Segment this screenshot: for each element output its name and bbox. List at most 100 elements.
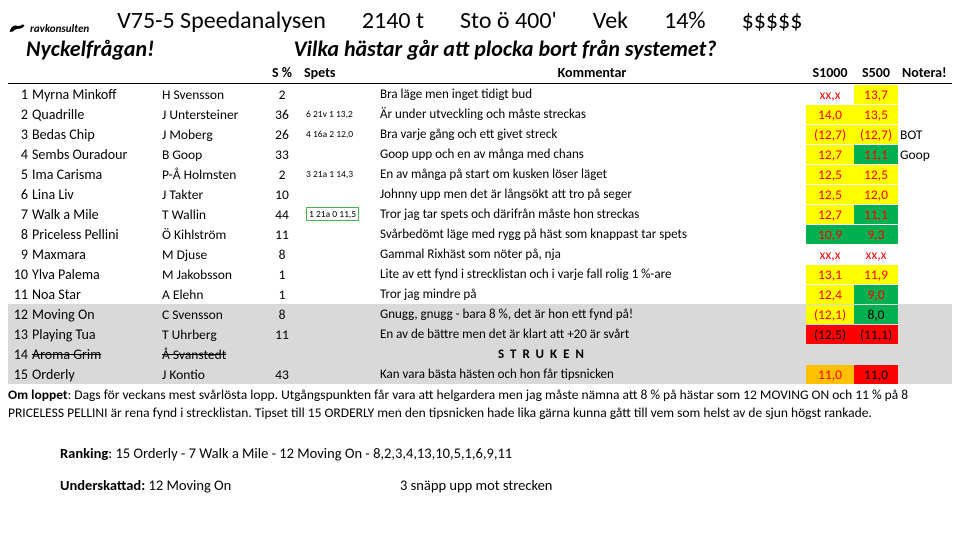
- cell-num: 3: [8, 125, 30, 144]
- cell-num: 11: [8, 285, 30, 304]
- cell-kom: Tror jag mindre på: [378, 286, 806, 303]
- cell-not: [898, 93, 952, 95]
- table-row: 13Playing TuaT Uhrberg11En av de bättre …: [8, 324, 952, 344]
- cell-spct: 43: [260, 365, 304, 384]
- cell-not: BOT: [898, 125, 952, 144]
- cell-kom: Lite av ett fynd i strecklistan och i va…: [378, 266, 806, 283]
- cell-s500: 11,0: [854, 365, 898, 384]
- cell-s1000: 12,5: [806, 185, 854, 204]
- race-title: V75-5 Speedanalysen: [117, 6, 326, 35]
- cell-kom: En av de bättre men det är klart att +20…: [378, 326, 806, 343]
- footer-text: Om loppet: Dags för veckans mest svårlös…: [8, 386, 952, 422]
- cell-spct: 1: [260, 265, 304, 284]
- cell-spct: 2: [260, 165, 304, 184]
- race-money: $$$$$: [742, 6, 803, 35]
- cell-num: 5: [8, 165, 30, 184]
- cell-not: [898, 233, 952, 235]
- cell-spets: 1 21a 0 11,5: [304, 206, 378, 222]
- cell-s500: 9,0: [854, 285, 898, 304]
- cell-s1000: 12,7: [806, 205, 854, 224]
- cell-spets: [304, 233, 378, 235]
- cell-num: 14: [8, 345, 30, 364]
- cell-not: [898, 313, 952, 315]
- cell-s1000: 12,7: [806, 145, 854, 164]
- horse-icon: [8, 21, 26, 35]
- cell-horse: Orderly: [30, 365, 160, 384]
- header-row-2: Nyckelfrågan! Vilka hästar går att plock…: [8, 35, 952, 62]
- cell-not: [898, 293, 952, 295]
- col-s500: S500: [854, 64, 898, 81]
- cell-not: [898, 213, 952, 215]
- cell-horse: Lina Liv: [30, 185, 160, 204]
- col-spets: Spets: [304, 64, 378, 81]
- cell-s500: 11,9: [854, 265, 898, 284]
- ranking-label: Ranking: [60, 444, 108, 462]
- cell-spets: 6 21v 1 13,2: [304, 107, 378, 121]
- cell-s500: 9,3: [854, 225, 898, 244]
- cell-driver: T Wallin: [160, 205, 260, 224]
- cell-s1000: 11,0: [806, 365, 854, 384]
- cell-horse: Walk a Mile: [30, 205, 160, 224]
- cell-s1000: (12,7): [806, 125, 854, 144]
- table-row: 6Lina LivJ Takter10Johnny upp men det är…: [8, 184, 952, 204]
- cell-spets: [304, 253, 378, 255]
- cell-not: [898, 373, 952, 375]
- race-cond: Sto ö 400': [460, 6, 557, 35]
- cell-spets: [304, 153, 378, 155]
- table-row: 10Ylva PalemaM Jakobsson1Lite av ett fyn…: [8, 264, 952, 284]
- ranking-value: : 15 Orderly - 7 Walk a Mile - 12 Moving…: [108, 444, 512, 462]
- cell-kom: Bra läge men inget tidigt bud: [378, 86, 806, 103]
- cell-kom: Kan vara bästa hästen och hon får tipsni…: [378, 366, 806, 383]
- cell-spets: 3 21a 1 14,3: [304, 167, 378, 181]
- cell-s1000: 12,4: [806, 285, 854, 304]
- cell-not: Goop: [898, 145, 952, 164]
- cell-horse: Quadrille: [30, 105, 160, 124]
- cell-kom: Bra varje gång och ett givet streck: [378, 126, 806, 143]
- table-row: 14Aroma GrimÅ SvanstedtSTRUKEN: [8, 344, 952, 364]
- cell-driver: T Uhrberg: [160, 325, 260, 344]
- cell-driver: A Elehn: [160, 285, 260, 304]
- cell-spct: 33: [260, 145, 304, 164]
- cell-s500: (12,7): [854, 125, 898, 144]
- cell-s1000: (12,5): [806, 325, 854, 344]
- table-row: 9MaxmaraM Djuse8Gammal Rixhäst som nöter…: [8, 244, 952, 264]
- cell-s500: 11,1: [854, 205, 898, 224]
- logo-text: ravkonsulten: [30, 22, 89, 35]
- under-line: Underskattad: 12 Moving On 3 snäpp upp m…: [8, 476, 952, 494]
- table-row: 15OrderlyJ Kontio43 Kan vara bästa hästen…: [8, 364, 952, 384]
- race-pct: 14%: [664, 6, 705, 35]
- cell-s500: 11,1: [854, 145, 898, 164]
- cell-spets: [304, 293, 378, 295]
- cell-spct: 11: [260, 225, 304, 244]
- under-value: 12 Moving On: [145, 476, 231, 494]
- cell-spets: [304, 333, 378, 335]
- table-row: 8Priceless PelliniÖ Kihlström11Svårbedöm…: [8, 224, 952, 244]
- cell-num: 8: [8, 225, 30, 244]
- cell-horse: Priceless Pellini: [30, 225, 160, 244]
- cell-num: 6: [8, 185, 30, 204]
- cell-horse: Sembs Ouradour: [30, 145, 160, 164]
- cell-horse: Aroma Grim: [30, 345, 160, 364]
- cell-num: 15: [8, 365, 30, 384]
- cell-spct: 26: [260, 125, 304, 144]
- cell-s500: 13,5: [854, 105, 898, 124]
- cell-s500: 12,5: [854, 165, 898, 184]
- column-header: S % Spets Kommentar S1000 S500 Notera!: [8, 62, 952, 84]
- cell-driver: J Takter: [160, 185, 260, 204]
- cell-spct: 1: [260, 285, 304, 304]
- cell-spct: 8: [260, 245, 304, 264]
- col-kom: Kommentar: [378, 64, 806, 81]
- cell-kom: Gammal Rixhäst som nöter på, nja: [378, 246, 806, 263]
- cell-s1000: xx,x: [806, 85, 854, 104]
- col-not: Notera!: [898, 64, 952, 81]
- table-body: 1Myrna MinkoffH Svensson2Bra läge men in…: [8, 84, 952, 384]
- cell-kom: Johnny upp men det är långsökt att tro p…: [378, 186, 806, 203]
- cell-driver: J Kontio: [160, 365, 260, 384]
- cell-horse: Maxmara: [30, 245, 160, 264]
- cell-driver: Ö Kihlström: [160, 225, 260, 244]
- cell-s1000: 14,0: [806, 105, 854, 124]
- col-spct: S %: [260, 64, 304, 81]
- cell-num: 7: [8, 205, 30, 224]
- cell-not: [898, 173, 952, 175]
- table-row: 11Noa StarA Elehn1Tror jag mindre på12,4…: [8, 284, 952, 304]
